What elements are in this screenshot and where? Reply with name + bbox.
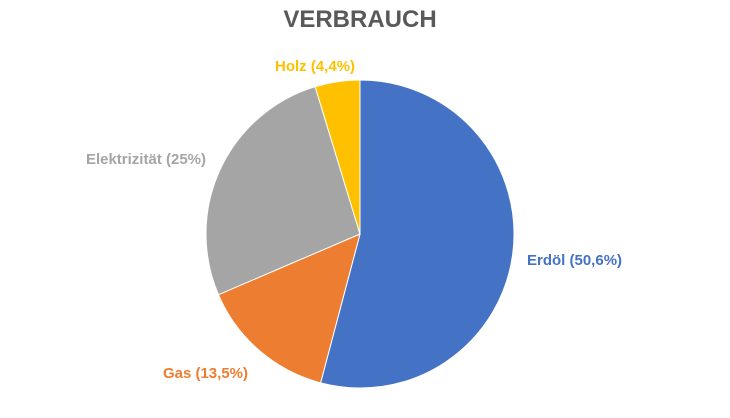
pie-slice-holz	[314, 79, 361, 235]
chart-title: VERBRAUCH	[283, 6, 436, 33]
pie-slice-erdöl	[319, 79, 515, 389]
slice-label-elektrizität: Elektrizität (25%)	[86, 151, 206, 168]
slice-label-erdöl: Erdöl (50,6%)	[527, 252, 622, 269]
slice-labels: Erdöl (50,6%) Gas (13,5%) Elektrizität (25…	[86, 58, 622, 382]
slice-label-gas: Gas (13,5%)	[163, 365, 248, 382]
pie-slice-gas	[217, 233, 361, 384]
pie-slice-elektrizität	[205, 86, 361, 296]
pie-slices	[205, 79, 515, 389]
slice-label-holz: Holz (4,4%)	[275, 58, 355, 75]
